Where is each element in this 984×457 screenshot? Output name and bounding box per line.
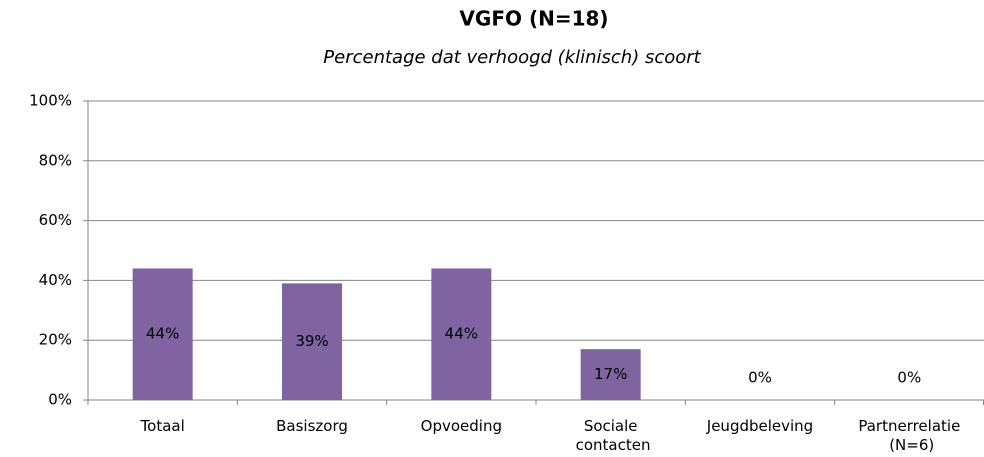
x-tick-label: Opvoeding	[421, 417, 502, 435]
x-tick-label: Partnerrelatie (N=6)	[858, 417, 960, 454]
chart-subtitle: Percentage dat verhoogd (klinisch) scoor…	[323, 47, 701, 68]
y-tick-label: 100%	[29, 92, 72, 110]
data-label: 44%	[445, 325, 478, 343]
data-label: 17%	[594, 365, 627, 383]
y-tick-label: 80%	[39, 151, 72, 169]
x-tick-label: Sociale contacten	[571, 417, 651, 454]
x-tick-label: Totaal	[140, 417, 185, 435]
y-tick-label: 40%	[39, 271, 72, 289]
x-tick-label: Jeugdbeleving	[706, 417, 813, 435]
data-label: 0%	[748, 369, 772, 387]
bar	[132, 268, 193, 400]
bar	[282, 283, 342, 400]
bar	[431, 268, 492, 400]
chart-title: VGFO (N=18)	[459, 7, 608, 31]
data-label: 39%	[295, 332, 328, 350]
y-tick-label: 60%	[39, 211, 72, 229]
y-tick-label: 0%	[48, 391, 72, 409]
y-tick-label: 20%	[39, 331, 72, 349]
bar	[580, 349, 641, 400]
data-label: 0%	[897, 369, 921, 387]
x-tick-label: Basiszorg	[276, 417, 348, 435]
data-label: 44%	[146, 325, 179, 343]
